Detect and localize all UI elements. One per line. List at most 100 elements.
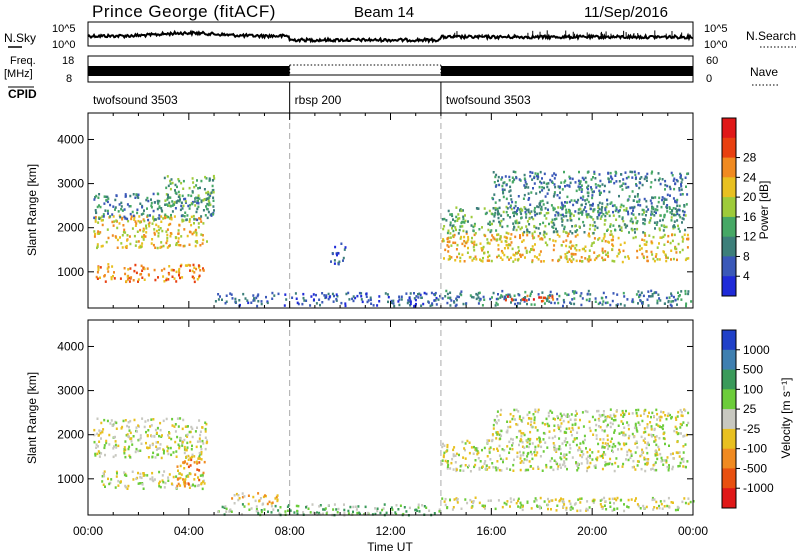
echo-cell: [602, 410, 605, 413]
echo-cell: [592, 176, 594, 179]
echo-cell: [650, 181, 653, 184]
echo-cell: [518, 417, 521, 421]
echo-cell: [681, 414, 684, 418]
echo-cell: [666, 204, 669, 207]
echo-cell: [539, 496, 542, 500]
echo-cell: [197, 199, 199, 202]
echo-cell: [509, 189, 512, 192]
echo-cell: [106, 228, 109, 231]
echo-cell: [285, 298, 288, 301]
echo-cell: [186, 435, 189, 438]
cpid-segment-label: twofsound 3503: [446, 93, 531, 107]
echo-cell: [484, 460, 487, 463]
echo-cell: [120, 480, 122, 483]
echo-cell: [121, 218, 124, 221]
echo-cell: [502, 218, 505, 221]
echo-cell: [126, 239, 128, 242]
echo-cell: [150, 201, 153, 205]
echo-cell: [627, 175, 630, 179]
echo-cell: [122, 224, 125, 227]
echo-cell: [503, 297, 506, 301]
echo-cell: [471, 505, 474, 508]
echo-cell: [602, 413, 605, 416]
echo-cell: [609, 457, 612, 461]
echo-cell: [646, 298, 649, 301]
echo-cell: [437, 298, 440, 301]
echo-cell: [328, 296, 331, 299]
echo-cell: [524, 290, 527, 294]
echo-cell: [655, 500, 658, 504]
echo-cell: [547, 507, 549, 511]
echo-cell: [526, 220, 529, 223]
echo-cell: [556, 415, 559, 418]
echo-cell: [166, 233, 169, 237]
echo-cell: [449, 213, 452, 216]
echo-cell: [651, 205, 653, 208]
echo-cell: [518, 443, 520, 447]
echo-cell: [265, 295, 267, 299]
echo-cell: [677, 224, 679, 228]
echo-cell: [158, 228, 161, 232]
echo-cell: [564, 201, 566, 204]
echo-cell: [607, 210, 610, 213]
echo-cell: [175, 243, 178, 247]
echo-cell: [546, 243, 549, 247]
echo-cell: [529, 203, 532, 206]
echo-cell: [96, 232, 99, 235]
echo-cell: [568, 443, 571, 447]
echo-cell: [643, 197, 646, 201]
echo-cell: [637, 421, 640, 424]
echo-cell: [533, 451, 536, 454]
echo-cell: [455, 298, 458, 302]
echo-cell: [492, 423, 495, 427]
echo-cell: [460, 507, 463, 510]
echo-cell: [476, 447, 479, 450]
echo-cell: [519, 461, 522, 464]
echo-cell: [662, 229, 665, 232]
echo-cell: [175, 450, 178, 453]
echo-cell: [599, 415, 602, 418]
echo-cell: [543, 214, 546, 217]
echo-cell: [477, 302, 480, 305]
echo-cell: [167, 193, 169, 197]
echo-cell: [526, 302, 528, 306]
echo-cell: [137, 471, 139, 475]
echo-cell: [602, 237, 605, 240]
echo-cell: [219, 295, 221, 298]
echo-cell: [179, 472, 182, 475]
echo-cell: [525, 445, 528, 448]
echo-cell: [607, 447, 609, 451]
echo-cell: [115, 194, 118, 197]
echo-cell: [505, 231, 508, 235]
echo-cell: [331, 252, 334, 256]
echo-cell: [126, 234, 129, 237]
echo-cell: [528, 298, 530, 301]
echo-cell: [538, 185, 541, 189]
echo-cell: [150, 418, 153, 421]
echo-cell: [458, 252, 461, 256]
echo-cell: [492, 427, 495, 430]
echo-cell: [648, 411, 650, 415]
echo-cell: [174, 430, 177, 433]
echo-cell: [457, 232, 460, 235]
echo-cell: [501, 188, 504, 191]
echo-cell: [662, 463, 665, 466]
echo-cell: [187, 263, 190, 267]
echo-cell: [601, 453, 604, 456]
echo-cell: [644, 462, 647, 466]
echo-cell: [470, 215, 473, 219]
echo-cell: [508, 293, 511, 297]
echo-cell: [488, 259, 491, 262]
echo-cell: [596, 216, 599, 219]
echo-cell: [129, 431, 132, 435]
echo-cell: [114, 206, 117, 209]
echo-cell: [645, 240, 648, 244]
echo-cell: [594, 177, 597, 180]
echo-cell: [474, 232, 477, 235]
echo-cell: [132, 279, 135, 282]
echo-cell: [335, 293, 338, 296]
echo-cell: [93, 198, 96, 201]
echo-cell: [110, 277, 113, 281]
echo-cell: [578, 446, 581, 449]
